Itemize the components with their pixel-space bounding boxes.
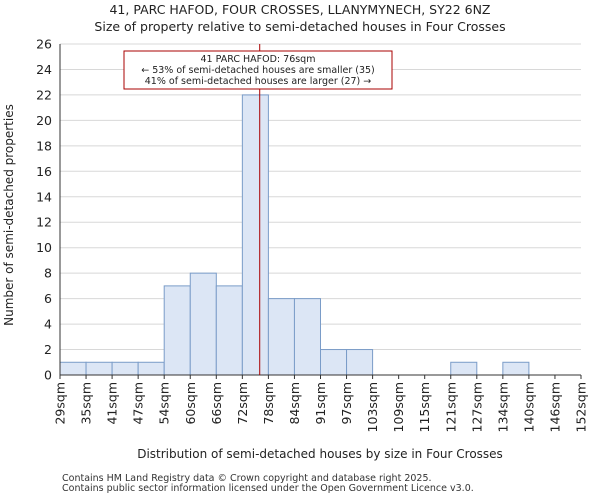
chart-title-line1: 41, PARC HAFOD, FOUR CROSSES, LLANYMYNEC… xyxy=(109,2,490,17)
y-tick-label: 8 xyxy=(44,266,52,281)
footer-attribution: Contains HM Land Registry data © Crown c… xyxy=(62,474,474,494)
bar xyxy=(267,298,295,376)
y-axis-label: Number of semi-detached properties xyxy=(2,104,16,326)
y-tick-label: 12 xyxy=(36,215,52,230)
x-axis-label: Distribution of semi-detached houses by … xyxy=(137,447,503,461)
x-tick-label: 66sqm xyxy=(209,382,224,425)
annotation-line2: ← 53% of semi-detached houses are smalle… xyxy=(141,65,375,76)
x-tick-labels: 29sqm 35sqm 41sqm 47sqm 54sqm 60sqm 66sqm 72sqm… xyxy=(53,375,589,432)
y-tick-label: 22 xyxy=(36,87,52,102)
bar xyxy=(189,272,217,376)
x-tick-label: 47sqm xyxy=(131,382,146,425)
bar xyxy=(450,361,478,376)
x-tick-label: 41sqm xyxy=(105,382,120,425)
x-tick-label: 134sqm xyxy=(495,382,510,432)
y-tick-label: 6 xyxy=(44,291,52,306)
x-tick-label: 72sqm xyxy=(235,382,250,425)
y-tick-label: 14 xyxy=(36,189,52,204)
y-tick-label: 26 xyxy=(36,37,52,52)
x-tick-label: 127sqm xyxy=(469,382,484,432)
x-tick-label: 91sqm xyxy=(313,382,328,425)
y-tick-label: 0 xyxy=(44,368,52,383)
annotation-line3: 41% of semi-detached houses are larger (… xyxy=(145,76,372,87)
y-tick-label: 24 xyxy=(36,62,52,77)
x-tick-label: 60sqm xyxy=(183,382,198,425)
x-tick-label: 54sqm xyxy=(157,382,172,425)
x-tick-label: 103sqm xyxy=(365,382,380,432)
bar xyxy=(163,285,191,376)
footer-line1: Contains HM Land Registry data © Crown c… xyxy=(62,473,432,484)
y-tick-label: 4 xyxy=(44,317,52,332)
bar xyxy=(320,349,348,376)
chart-title-line2: Size of property relative to semi-detach… xyxy=(94,19,505,34)
y-tick-label: 20 xyxy=(36,113,52,128)
x-tick-label: 121sqm xyxy=(443,382,458,432)
y-tick-label: 18 xyxy=(36,138,52,153)
annotation-box: 41 PARC HAFOD: 76sqm ← 53% of semi-detac… xyxy=(123,50,393,90)
bar xyxy=(293,298,322,376)
y-tick-label: 10 xyxy=(36,240,52,255)
x-tick-label: 152sqm xyxy=(574,382,589,432)
annotation-line1: 41 PARC HAFOD: 76sqm xyxy=(201,54,316,65)
bar xyxy=(111,361,139,376)
bar xyxy=(215,285,243,376)
x-tick-label: 29sqm xyxy=(53,382,68,425)
bar xyxy=(502,361,530,376)
bar xyxy=(241,94,269,376)
x-tick-label: 146sqm xyxy=(547,382,562,432)
bar xyxy=(137,361,165,376)
x-tick-label: 35sqm xyxy=(79,382,94,425)
x-tick-label: 115sqm xyxy=(417,382,432,432)
x-tick-label: 97sqm xyxy=(339,382,354,425)
histogram-chart: 41, PARC HAFOD, FOUR CROSSES, LLANYMYNEC… xyxy=(2,2,589,461)
x-tick-label: 109sqm xyxy=(391,382,406,432)
bar xyxy=(59,361,87,376)
x-tick-label: 140sqm xyxy=(521,382,536,432)
y-tick-label: 16 xyxy=(36,164,52,179)
bars xyxy=(59,94,530,376)
y-tick-label: 2 xyxy=(44,342,52,357)
x-tick-label: 84sqm xyxy=(287,382,302,425)
x-tick-label: 78sqm xyxy=(261,382,276,425)
bar xyxy=(85,361,113,376)
footer-line2: Contains public sector information licen… xyxy=(62,483,474,494)
bar xyxy=(346,349,374,376)
